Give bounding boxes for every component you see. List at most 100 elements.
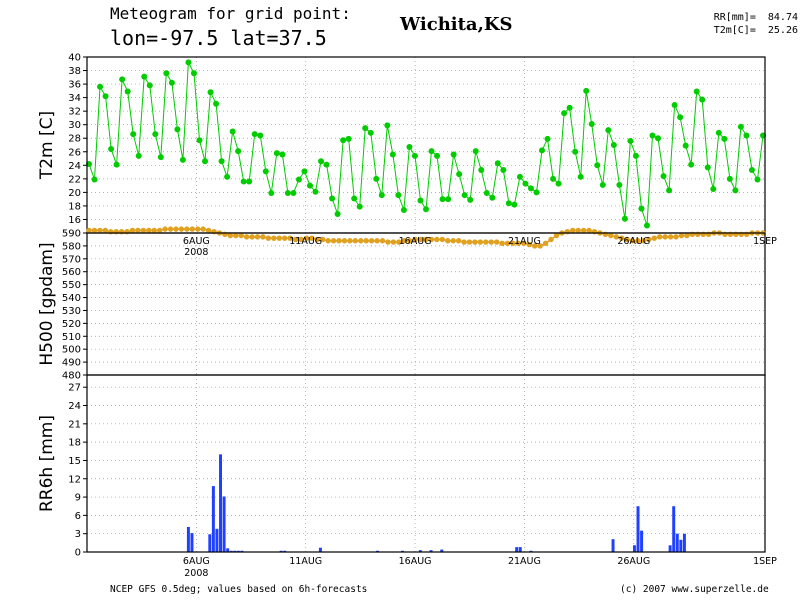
- t2m-point: [196, 137, 203, 144]
- h500-point: [146, 227, 152, 234]
- t2m-point: [561, 110, 568, 117]
- precip-bar: [233, 550, 237, 552]
- y-tick-label: 21: [68, 419, 81, 430]
- precip-bar: [222, 496, 226, 552]
- h500-point: [368, 238, 375, 244]
- t2m-point: [434, 152, 441, 159]
- t2m-point: [511, 201, 518, 208]
- h500-point: [227, 232, 234, 239]
- t2m-point: [467, 196, 474, 203]
- precip-bar: [318, 547, 322, 552]
- y-tick-label: 540: [62, 293, 81, 304]
- t2m-point: [660, 173, 667, 180]
- y-tick-label: 580: [62, 241, 81, 252]
- h500-point: [673, 234, 679, 240]
- y-tick-label: 12: [68, 474, 81, 485]
- t2m-point: [273, 150, 280, 157]
- h500-point: [205, 227, 212, 234]
- t2m-point: [411, 152, 418, 159]
- y-tick-label: 480: [62, 371, 81, 382]
- t2m-point: [666, 187, 673, 194]
- y-tick-label: 0: [75, 548, 81, 559]
- h500-point: [662, 234, 668, 240]
- h500-point: [504, 240, 511, 247]
- chart-title: Meteogram for grid point:: [110, 4, 351, 23]
- t2m-point: [113, 161, 120, 168]
- h500-point: [488, 239, 494, 245]
- t2m-point: [655, 135, 662, 142]
- y-tick-label: 510: [62, 332, 81, 343]
- y-tick-label: 20: [68, 188, 81, 199]
- h500-point: [439, 236, 446, 243]
- h500-point: [483, 239, 489, 245]
- y-tick-label: 500: [62, 345, 81, 356]
- t2m-point: [737, 123, 744, 130]
- precip-bar: [211, 486, 215, 552]
- h500-point: [374, 238, 380, 244]
- t2m-point: [224, 173, 231, 180]
- t2m-point: [621, 215, 628, 222]
- t2m-point: [168, 79, 175, 86]
- h500-point: [401, 238, 407, 244]
- t2m-point: [610, 142, 617, 148]
- h500-point: [298, 236, 304, 243]
- y-tick-label: 24: [68, 161, 81, 172]
- t2m-point: [516, 173, 523, 180]
- t2m-point: [301, 168, 308, 175]
- t2m-point: [445, 196, 452, 203]
- t2m-point: [478, 167, 485, 174]
- precip-bar: [376, 550, 380, 552]
- h500-point: [646, 236, 652, 243]
- t2m-point: [373, 175, 380, 182]
- h500-point: [358, 238, 364, 244]
- t2m-point: [108, 146, 115, 153]
- y-tick-label: 9: [75, 493, 81, 504]
- h500-point: [580, 227, 587, 234]
- y-tick-label: 590: [62, 229, 81, 240]
- h500-point: [162, 226, 168, 232]
- y-tick-label: 32: [68, 107, 81, 118]
- h500-point: [287, 235, 293, 241]
- precip-bar: [215, 528, 219, 552]
- h500-point: [347, 238, 353, 244]
- h500-point: [281, 235, 288, 241]
- y-axis-label: RR6h [mm]: [37, 415, 57, 512]
- y-tick-label: 36: [68, 80, 81, 91]
- h500-point: [455, 238, 462, 244]
- t2m-point: [483, 190, 490, 197]
- t2m-point: [715, 129, 722, 136]
- h500-point: [243, 234, 250, 240]
- precip-bar: [186, 526, 190, 552]
- h500-point: [385, 239, 391, 245]
- h500-point: [548, 236, 554, 243]
- t2m-point: [721, 135, 728, 142]
- precip-bar: [229, 550, 233, 552]
- h500-point: [651, 235, 657, 241]
- precip-bar: [208, 534, 212, 552]
- t2m-point: [268, 190, 275, 197]
- x-tick-label: 16AUG: [399, 556, 432, 567]
- h500-point: [325, 238, 331, 244]
- t2m-point: [671, 102, 678, 109]
- y-tick-label: 18: [68, 438, 81, 449]
- t2m-point: [417, 197, 424, 204]
- h500-point: [537, 243, 543, 249]
- precip-bar: [283, 550, 287, 552]
- t2m-point: [367, 129, 374, 136]
- t2m-point: [290, 190, 297, 197]
- h500-point: [493, 239, 500, 245]
- h500-point: [466, 239, 473, 245]
- h500-point: [608, 232, 614, 239]
- t2m-point: [312, 188, 319, 195]
- precip-bar: [518, 547, 522, 552]
- y-tick-label: 16: [68, 215, 81, 226]
- t2m-point: [494, 160, 501, 167]
- h500-point: [477, 239, 484, 245]
- y-tick-label: 520: [62, 319, 81, 330]
- x-tick-label: 11AUG: [289, 556, 322, 567]
- t2m-point: [710, 186, 717, 192]
- h500-point: [629, 238, 636, 244]
- t2m-point: [572, 148, 579, 155]
- h500-point: [613, 234, 619, 240]
- t2m-point: [627, 137, 634, 144]
